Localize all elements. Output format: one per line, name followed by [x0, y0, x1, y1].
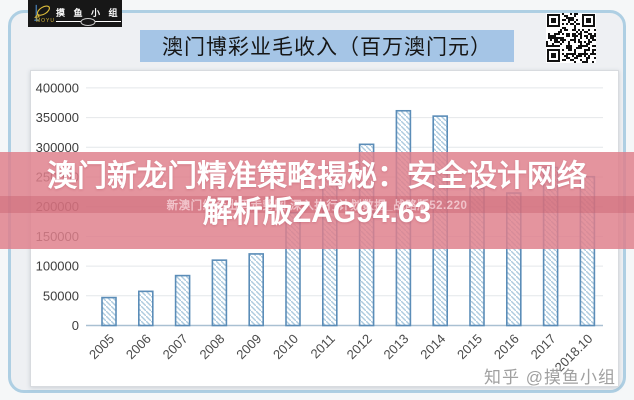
x-label-2010: 2010: [270, 331, 301, 362]
promo-headline-line1: 澳门新龙门精准策略揭秘：安全设计网络: [0, 159, 634, 195]
x-label-2005: 2005: [86, 331, 117, 362]
promo-overlay-banner: 新澳门综合出码走势图,深入执行计划数据_战略版52.220 澳门新龙门精准策略揭…: [0, 152, 634, 249]
y-tick-0: 0: [72, 318, 79, 333]
promo-headline-line2: 解析版ZAG94.63: [0, 195, 634, 231]
x-label-2016: 2016: [491, 331, 522, 362]
y-tick-350000: 350000: [36, 110, 79, 125]
y-tick-400000: 400000: [36, 80, 79, 95]
bar-2007: [176, 276, 190, 326]
brand-underline: [56, 21, 121, 22]
x-label-2013: 2013: [380, 331, 411, 362]
x-label-2017: 2017: [528, 331, 559, 362]
y-tick-50000: 50000: [43, 288, 79, 303]
y-tick-100000: 100000: [36, 259, 79, 274]
x-label-2011: 2011: [308, 331, 338, 361]
x-label-2014: 2014: [417, 331, 448, 362]
brand-en-label: MOYU: [36, 18, 55, 24]
x-label-2009: 2009: [233, 331, 264, 362]
small-fish-icon: [81, 18, 96, 26]
chart-title-highlight: 澳门博彩业毛收入（百万澳门元）: [140, 30, 514, 62]
bar-2006: [139, 291, 153, 325]
x-label-2012: 2012: [344, 331, 375, 362]
qr-code: [546, 13, 596, 63]
bar-2008: [212, 260, 226, 325]
brand-logo: MOYU 摸 鱼 小 组: [28, 0, 122, 27]
promo-headline: 澳门新龙门精准策略揭秘：安全设计网络 解析版ZAG94.63: [0, 159, 634, 231]
chart-title: 澳门博彩业毛收入（百万澳门元）: [162, 31, 492, 61]
bar-2005: [102, 298, 116, 326]
x-label-2008: 2008: [196, 331, 227, 362]
x-label-2015: 2015: [454, 331, 485, 362]
infographic-page: MOYU 摸 鱼 小 组 澳门博彩业毛收入（百万澳门元） 0 50000 10000…: [0, 0, 634, 400]
x-label-2006: 2006: [123, 331, 154, 362]
x-label-2007: 2007: [160, 331, 191, 362]
zhihu-watermark: 知乎 @摸鱼小组: [484, 363, 616, 388]
bar-2009: [249, 254, 263, 326]
